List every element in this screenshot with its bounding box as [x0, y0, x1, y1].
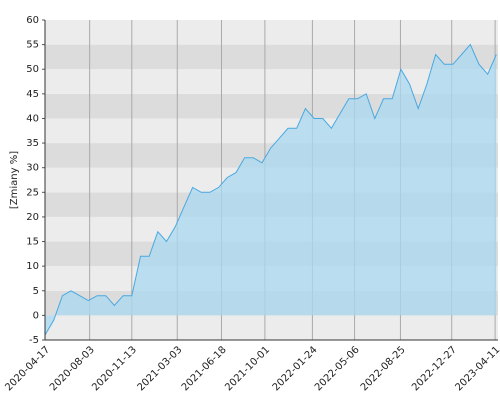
y-tick-label: 10	[26, 261, 39, 272]
y-tick-label: 5	[33, 286, 39, 297]
x-tick-label: 2021-06-18	[180, 344, 229, 393]
x-tick-label: 2021-10-01	[223, 344, 272, 393]
y-tick-label: 20	[26, 212, 39, 223]
x-tick-label: 2020-04-17	[3, 344, 52, 393]
x-tick-label: 2022-12-27	[410, 344, 459, 393]
area	[45, 44, 497, 336]
band	[45, 20, 498, 45]
x-tick-label: 2021-03-03	[136, 344, 185, 393]
y-tick-label: 35	[26, 138, 39, 149]
y-tick-label: 50	[26, 64, 39, 75]
y-tick-label: 60	[26, 15, 39, 26]
y-tick-label: 55	[26, 40, 39, 51]
y-axis-label: [Zmiany %]	[9, 151, 20, 209]
x-tick-label: 2023-04-11	[453, 344, 500, 393]
x-tick-label: 2022-05-06	[313, 344, 362, 393]
y-tick-label: 0	[33, 310, 39, 321]
line	[44, 43, 497, 336]
y-tick-label: -5	[29, 335, 39, 346]
band	[45, 69, 498, 94]
y-tick-label: 15	[26, 237, 39, 248]
y-tick-label: 25	[26, 187, 39, 198]
y-tick-label: 30	[26, 163, 39, 174]
band	[45, 315, 498, 340]
y-tick-label: 40	[26, 113, 39, 124]
y-tick-label: 45	[26, 89, 39, 100]
x-tick-label: 2020-11-13	[90, 344, 139, 393]
x-tick-label: 2022-08-25	[359, 344, 408, 393]
band	[45, 44, 498, 70]
